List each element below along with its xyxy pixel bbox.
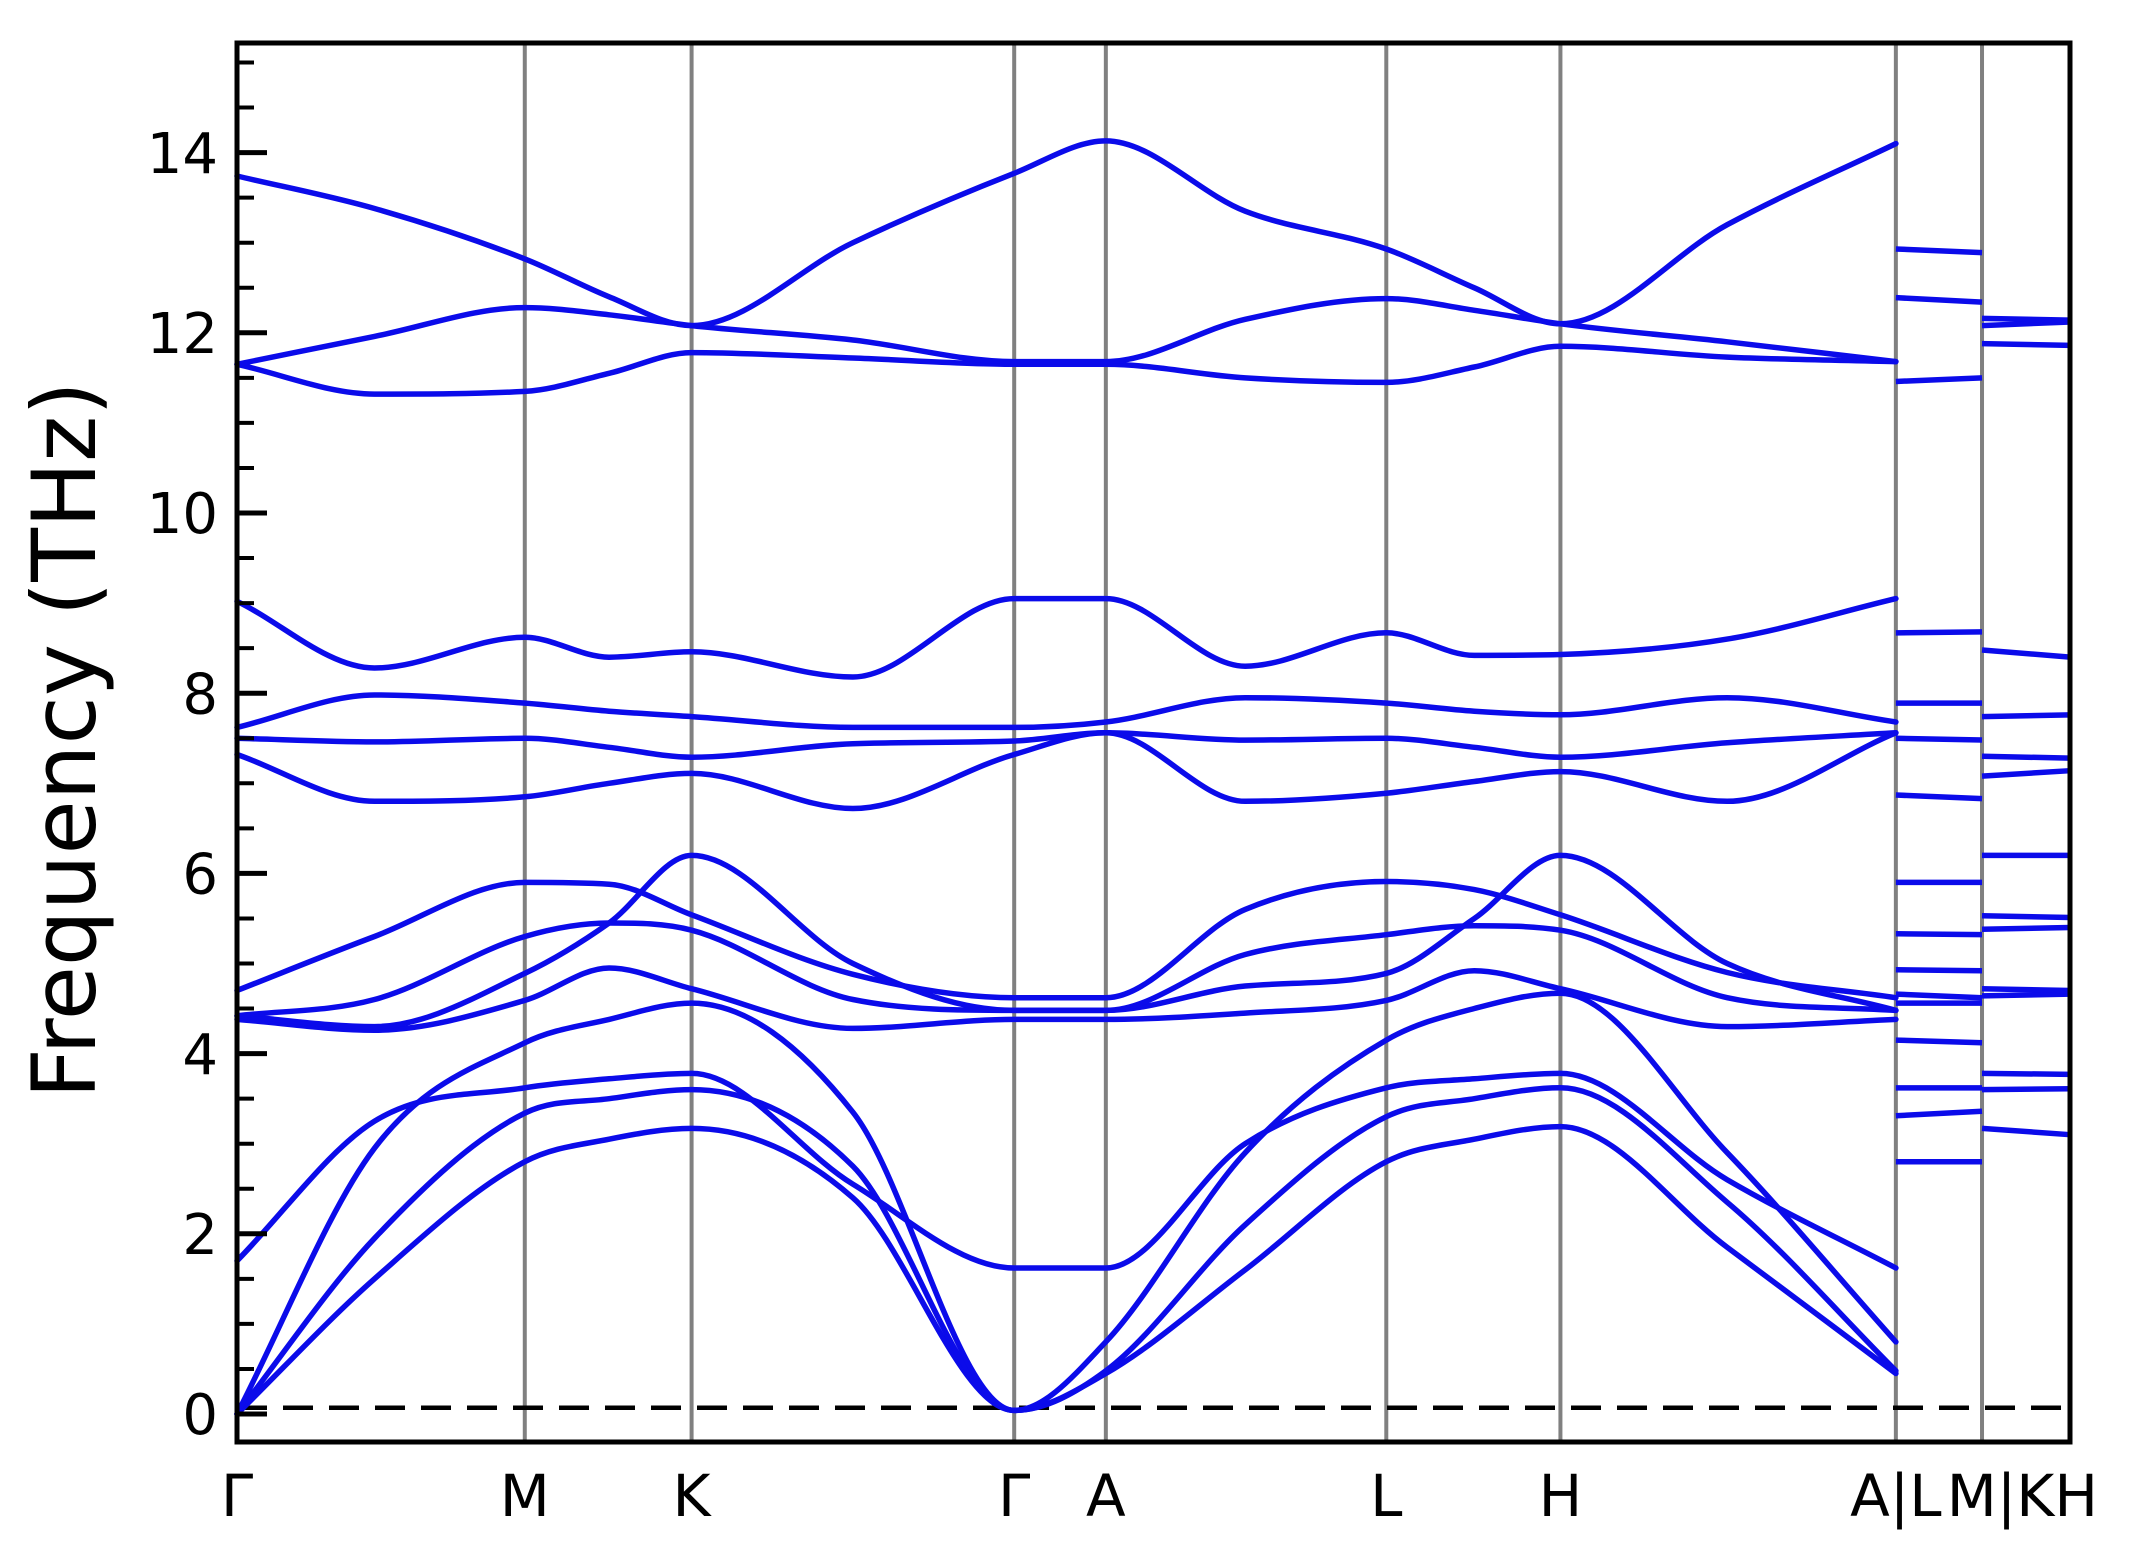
y-tick-label: 14 — [147, 122, 218, 187]
panel-KH-band-segment — [1981, 924, 2071, 933]
x-tick-label: L — [1370, 1462, 1402, 1530]
panel-LM-band-segment — [1895, 991, 1983, 1001]
panel-LM-band-segment — [1895, 1108, 1983, 1119]
band-lines — [234, 138, 2071, 1417]
panel-KH-band-segment — [1981, 1125, 2071, 1138]
axes-frame — [234, 40, 2073, 1445]
panel-KH-band-segment — [1981, 912, 2071, 921]
axis-ticks — [237, 60, 267, 1417]
band-line — [234, 343, 1899, 397]
x-tick-label: M — [500, 1462, 550, 1530]
y-tick-label: 6 — [182, 843, 218, 908]
band-line — [234, 730, 1899, 760]
x-tick-label: A|L — [1850, 1462, 1942, 1530]
y-tick-label: 0 — [182, 1383, 218, 1448]
panel-LM-band-segment — [1895, 629, 1983, 636]
panel-KH-band-segment — [1981, 1085, 2071, 1093]
panel-KH-band-segment — [1981, 647, 2071, 660]
panel-KH-band-segment — [1981, 753, 2071, 761]
panel-KH-band-segment — [1981, 712, 2071, 720]
band-line — [234, 878, 1899, 1001]
panel-LM-band-segment — [1895, 375, 1983, 385]
band-line — [234, 730, 1899, 812]
panel-LM-band-segment — [1895, 931, 1983, 938]
panel-LM-band-segment — [1895, 1037, 1983, 1046]
panel-LM-band-segment — [1895, 294, 1983, 305]
x-tick-label: K — [673, 1462, 713, 1530]
band-line — [234, 1070, 1899, 1271]
x-tick-label: Γ — [998, 1462, 1030, 1530]
y-axis-title: Frequency (THz) — [13, 381, 116, 1098]
plot-frame — [234, 40, 2073, 1445]
band-line — [234, 692, 1899, 731]
x-tick-label: M|KH — [1947, 1462, 2098, 1530]
y-tick-label: 10 — [147, 482, 218, 547]
band-line — [234, 138, 1899, 329]
y-tick-label: 12 — [147, 302, 218, 367]
band-line — [234, 965, 1899, 1033]
panel-KH-band-segment — [1981, 340, 2071, 349]
panel-KH-band-segment — [1981, 767, 2071, 779]
band-line — [234, 295, 1899, 368]
panel-LM-band-segment — [1895, 967, 1983, 974]
band-line — [234, 990, 1899, 1417]
y-tick-label: 2 — [182, 1203, 218, 1268]
panel-KH-band-segment — [1981, 985, 2071, 994]
band-line — [234, 1085, 1899, 1417]
band-line — [234, 852, 1899, 1030]
band-line — [234, 595, 1899, 680]
panel-LM-band-segment — [1895, 246, 1983, 256]
y-tick-label: 8 — [182, 662, 218, 727]
y-tick-label: 4 — [182, 1023, 218, 1088]
x-tick-label: H — [1539, 1462, 1583, 1530]
panel-KH-band-segment — [1981, 991, 2071, 999]
x-tick-label: A — [1086, 1462, 1126, 1530]
panel-KH-band-segment — [1981, 315, 2071, 323]
panel-LM-band-segment — [1895, 792, 1983, 802]
panel-LM-band-segment — [1895, 735, 1983, 743]
x-tick-label: Γ — [221, 1462, 253, 1530]
band-line — [234, 920, 1899, 1019]
panel-KH-band-segment — [1981, 1070, 2071, 1078]
